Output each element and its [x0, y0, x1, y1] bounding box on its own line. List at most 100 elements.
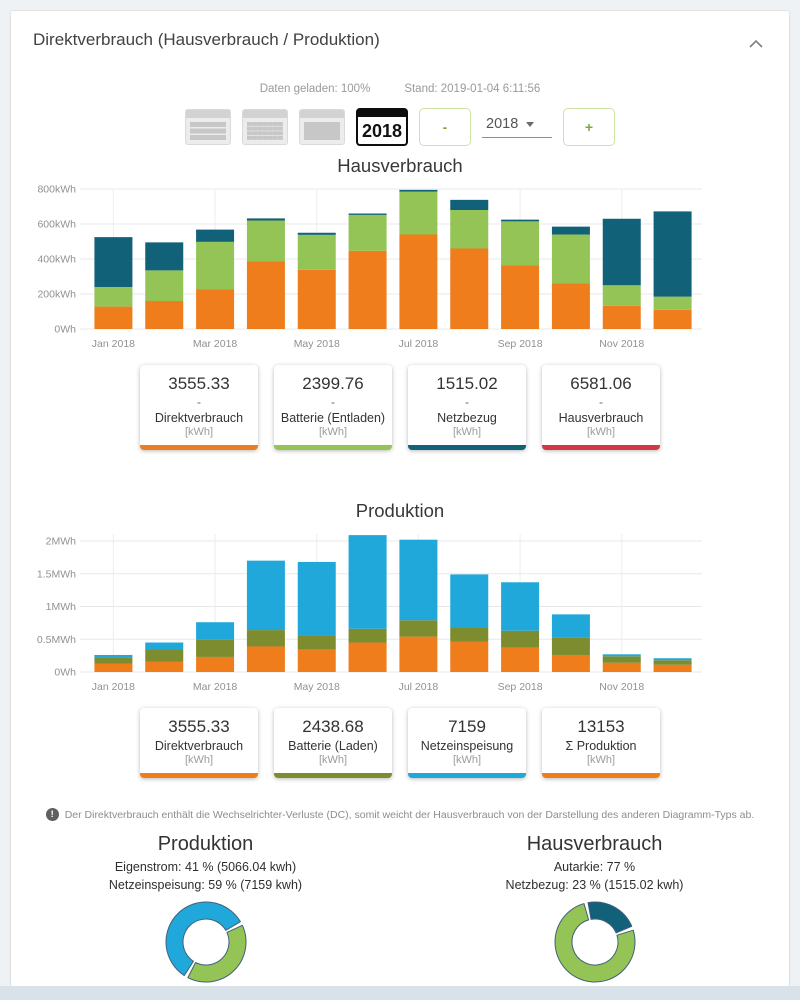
- stat-card-netzeinspeisung: 7159 Netzeinspeisung [kWh]: [408, 708, 526, 778]
- svg-text:1MWh: 1MWh: [46, 601, 76, 613]
- svg-text:Jan 2018: Jan 2018: [92, 681, 135, 693]
- calendar-year-icon[interactable]: [299, 109, 345, 145]
- produktion-donut-title: Produktion: [157, 833, 254, 855]
- stat-dash: -: [465, 395, 469, 409]
- hausverbrauch-stacked-bar-chart[interactable]: 0Wh 200kWh 400kWh 600kWh 800kWh Jan 2018 Mar 2…: [33, 177, 768, 355]
- year-minus-button[interactable]: -: [419, 108, 471, 146]
- svg-text:Nov 2018: Nov 2018: [599, 338, 644, 350]
- produktion-chart-title: Produktion: [355, 500, 445, 521]
- note-text: Der Direktverbrauch enthält die Wechselr…: [64, 808, 755, 821]
- hausverbrauch-donut-block: Hausverbrauch Autarkie: 77 % Netzbezug: …: [400, 833, 789, 987]
- svg-text:2MWh: 2MWh: [46, 536, 76, 548]
- svg-text:0.5MWh: 0.5MWh: [37, 634, 76, 646]
- hausverbrauch-chart-title: Hausverbrauch: [337, 155, 463, 176]
- stat-value: 3555.33: [168, 374, 230, 393]
- stat-value: 2438.68: [302, 717, 364, 736]
- stat-unit: [kWh]: [586, 754, 616, 766]
- stat-unit: [kWh]: [318, 754, 348, 766]
- calendar-day-icon[interactable]: [185, 109, 231, 145]
- stat-color-bar: [274, 773, 392, 778]
- hausverbrauch-stats-row: 3555.33 - Direktverbrauch [kWh] 2399.76 …: [11, 365, 789, 450]
- stat-value: 13153: [577, 717, 625, 736]
- svg-text:Sep 2018: Sep 2018: [498, 338, 543, 350]
- stat-card-batterie-entladen: 2399.76 - Batterie (Entladen) [kWh]: [274, 365, 392, 450]
- inverter-loss-note: ! Der Direktverbrauch enthält die Wechse…: [11, 808, 789, 821]
- stat-unit: [kWh]: [318, 426, 348, 438]
- stat-card-netzbezug: 1515.02 - Netzbezug [kWh]: [408, 365, 526, 450]
- svg-text:Sep 2018: Sep 2018: [498, 681, 543, 693]
- stat-color-bar: [140, 445, 258, 450]
- svg-text:Jul 2018: Jul 2018: [399, 338, 439, 350]
- stat-label: Σ Produktion: [565, 739, 637, 753]
- chevron-up-icon: [749, 39, 763, 48]
- stand-timestamp-label: Stand: 2019-01-04 6:11:56: [404, 83, 541, 95]
- netzeinspeisung-line: Netzeinspeisung: 59 % (7159 kwh): [108, 878, 303, 892]
- stat-value: 3555.33: [168, 717, 230, 736]
- stat-color-bar: [542, 773, 660, 778]
- stat-color-bar: [408, 445, 526, 450]
- period-toolbar: 2018 - 2018 +: [11, 107, 789, 147]
- svg-text:Jul 2018: Jul 2018: [399, 681, 439, 693]
- autarkie-line: Autarkie: 77 %: [553, 860, 636, 874]
- svg-text:Jan 2018: Jan 2018: [92, 338, 135, 350]
- stat-dash: -: [331, 395, 335, 409]
- svg-text:400kWh: 400kWh: [37, 254, 76, 266]
- stat-label: Netzbezug: [437, 411, 497, 425]
- stat-unit: [kWh]: [586, 426, 616, 438]
- svg-text:May 2018: May 2018: [294, 338, 340, 350]
- calendar-year-selected-icon[interactable]: 2018: [356, 108, 408, 146]
- collapse-button[interactable]: [745, 32, 767, 55]
- chevron-down-icon: [526, 121, 535, 127]
- stat-card-hausverbrauch: 6581.06 - Hausverbrauch [kWh]: [542, 365, 660, 450]
- stat-color-bar: [140, 773, 258, 778]
- svg-text:Mar 2018: Mar 2018: [193, 338, 238, 350]
- svg-text:200kWh: 200kWh: [37, 289, 76, 301]
- stat-value: 7159: [448, 717, 486, 736]
- svg-text:800kWh: 800kWh: [37, 184, 76, 196]
- stat-unit: [kWh]: [452, 754, 482, 766]
- stat-card-batterie-laden: 2438.68 Batterie (Laden) [kWh]: [274, 708, 392, 778]
- svg-text:600kWh: 600kWh: [37, 219, 76, 231]
- year-plus-button[interactable]: +: [563, 108, 615, 146]
- stat-label: Batterie (Entladen): [280, 411, 386, 425]
- stat-unit: [kWh]: [452, 426, 482, 438]
- stat-label: Netzeinspeisung: [420, 739, 514, 753]
- stat-card-summe-produktion: 13153 Σ Produktion [kWh]: [542, 708, 660, 778]
- svg-text:Mar 2018: Mar 2018: [193, 681, 238, 693]
- stat-dash: -: [599, 395, 603, 409]
- hausverbrauch-donut-chart[interactable]: [549, 896, 641, 987]
- stat-value: 6581.06: [570, 374, 632, 393]
- page-background-strip: [0, 986, 800, 1000]
- hausverbrauch-chart-wrap: 0Wh 200kWh 400kWh 600kWh 800kWh Jan 2018 Mar 2…: [33, 177, 768, 355]
- netzbezug-line: Netzbezug: 23 % (1515.02 kwh): [505, 878, 684, 892]
- stat-color-bar: [274, 445, 392, 450]
- stat-value: 2399.76: [302, 374, 364, 393]
- produktion-donut-chart[interactable]: [160, 896, 252, 987]
- produktion-stacked-bar-chart[interactable]: 0Wh 0.5MWh 1MWh 1.5MWh 2MWh Jan 2018 Mar 2018 M…: [33, 522, 768, 700]
- calendar-month-icon[interactable]: [242, 109, 288, 145]
- svg-text:0Wh: 0Wh: [54, 667, 76, 679]
- stat-color-bar: [542, 445, 660, 450]
- stat-unit: [kWh]: [184, 754, 214, 766]
- stat-unit: [kWh]: [184, 426, 214, 438]
- direktverbrauch-panel: Direktverbrauch (Hausverbrauch / Produkt…: [10, 10, 790, 987]
- stat-dash: -: [197, 395, 201, 409]
- stat-card-direktverbrauch: 3555.33 Direktverbrauch [kWh]: [140, 708, 258, 778]
- info-icon: !: [45, 808, 59, 821]
- stat-label: Hausverbrauch: [558, 411, 644, 425]
- page-title: Direktverbrauch (Hausverbrauch / Produkt…: [33, 30, 380, 49]
- stat-card-direktverbrauch: 3555.33 - Direktverbrauch [kWh]: [140, 365, 258, 450]
- eigenstrom-line: Eigenstrom: 41 % (5066.04 kwh): [114, 860, 297, 874]
- svg-text:May 2018: May 2018: [294, 681, 340, 693]
- stat-color-bar: [408, 773, 526, 778]
- hausverbrauch-donut-title: Hausverbrauch: [526, 833, 663, 855]
- panel-header: Direktverbrauch (Hausverbrauch / Produkt…: [11, 11, 789, 55]
- stat-label: Direktverbrauch: [154, 411, 244, 425]
- year-select[interactable]: 2018: [482, 116, 552, 138]
- produktion-chart-wrap: 0Wh 0.5MWh 1MWh 1.5MWh 2MWh Jan 2018 Mar 2018 M…: [33, 522, 768, 700]
- data-loaded-label: Daten geladen: 100%: [259, 83, 371, 95]
- stat-label: Direktverbrauch: [154, 739, 244, 753]
- svg-text:1.5MWh: 1.5MWh: [37, 568, 76, 580]
- year-select-value: 2018: [486, 116, 519, 132]
- produktion-stats-row: 3555.33 Direktverbrauch [kWh] 2438.68 Ba…: [11, 708, 789, 778]
